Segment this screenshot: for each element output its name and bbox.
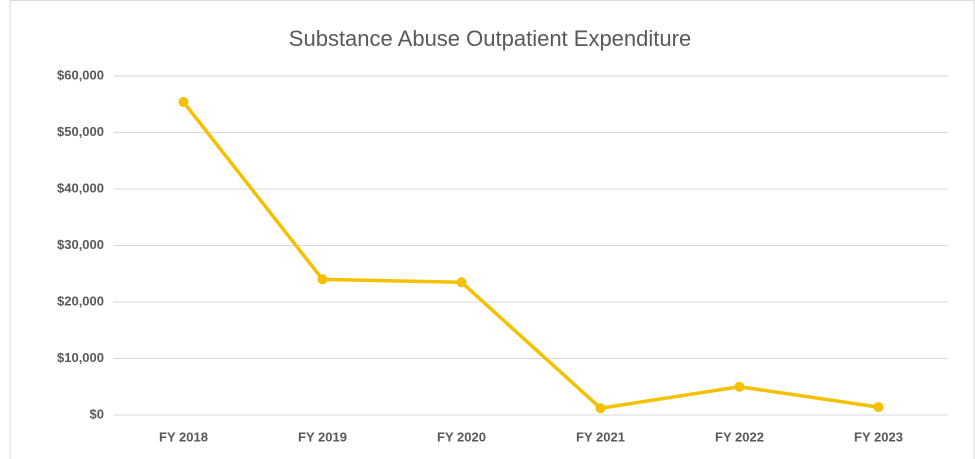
marker [873,402,884,413]
marker [595,403,606,414]
y-tick-label: $60,000 [57,67,104,82]
marker [456,277,467,288]
marker [178,96,189,107]
x-tick-label: FY 2018 [159,429,208,444]
y-tick-label: $0 [90,406,104,421]
line [182,100,879,410]
x-tick-label: FY 2022 [715,429,764,444]
marker [317,274,328,285]
y-tick-label: $40,000 [57,180,104,195]
chart-border [9,0,975,459]
x-tick-label: FY 2021 [576,429,625,444]
marker [734,381,745,392]
x-tick-label: FY 2019 [298,429,347,444]
x-tick-label: FY 2023 [854,429,903,444]
chart-title: Substance Abuse Outpatient Expenditure [289,26,691,51]
y-tick-label: $50,000 [57,124,104,139]
y-tick-label: $30,000 [57,237,104,252]
y-tick-label: $20,000 [57,293,104,308]
x-tick-label: FY 2020 [437,429,486,444]
y-tick-label: $10,000 [57,350,104,365]
